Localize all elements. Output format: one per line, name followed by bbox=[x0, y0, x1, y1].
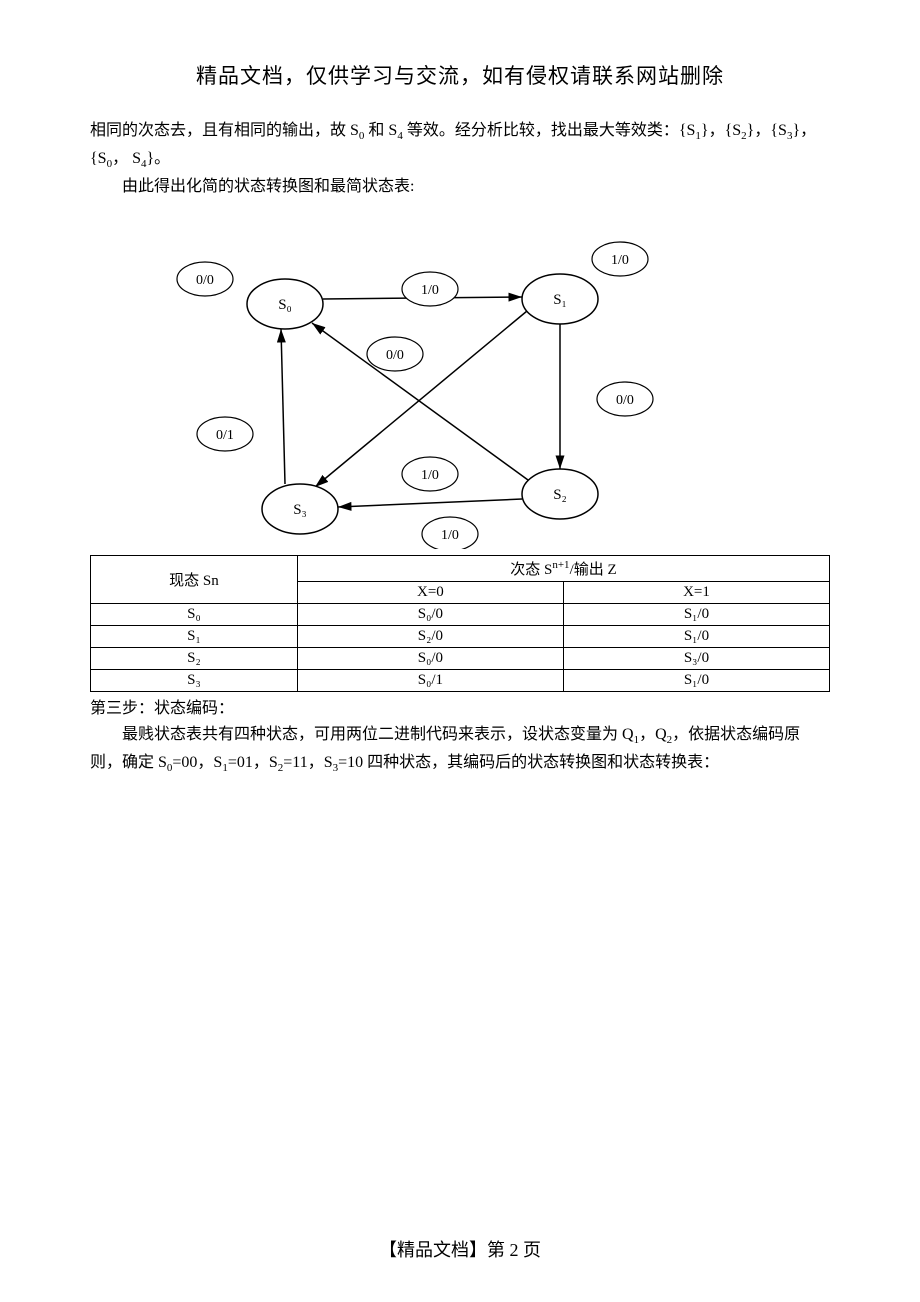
page-footer: 【精品文档】第 2 页 bbox=[0, 1236, 920, 1262]
p1-e: }，{S bbox=[747, 122, 787, 139]
p3-f: =11，S bbox=[283, 754, 332, 771]
svg-text:1/0: 1/0 bbox=[441, 528, 459, 543]
table-cell: S₃ bbox=[91, 670, 298, 692]
table-row: S₀S₀/0S₁/0 bbox=[91, 604, 830, 626]
table-cell: S₁/0 bbox=[563, 670, 829, 692]
svg-text:S₁: S₁ bbox=[553, 292, 567, 308]
svg-text:S₂: S₂ bbox=[553, 487, 567, 503]
table-header-row: 现态 Sn 次态 Sn+1/输出 Z bbox=[91, 556, 830, 582]
p1-b: 和 S bbox=[364, 122, 397, 139]
table-cell: S₀/0 bbox=[297, 648, 563, 670]
table-cell: S₂/0 bbox=[297, 626, 563, 648]
table-row: S₂S₀/0S₃/0 bbox=[91, 648, 830, 670]
p1-a: 相同的次态去，且有相同的输出，故 S bbox=[90, 122, 359, 139]
svg-text:0/1: 0/1 bbox=[216, 428, 234, 443]
p1-h: }。 bbox=[146, 150, 170, 167]
col2h-b: /输出 Z bbox=[570, 562, 617, 578]
page-header: 精品文档，仅供学习与交流，如有侵权请联系网站删除 bbox=[90, 60, 830, 90]
table-cell: S₁ bbox=[91, 626, 298, 648]
svg-text:1/0: 1/0 bbox=[611, 253, 629, 268]
col2-header: 次态 Sn+1/输出 Z bbox=[297, 556, 829, 582]
step3-label: 第三步：状态编码： bbox=[90, 696, 830, 722]
paragraph-3: 最贱状态表共有四种状态，可用两位二进制代码来表示，设状态变量为 Q1，Q2，依据… bbox=[90, 722, 830, 778]
paragraph-1: 相同的次态去，且有相同的输出，故 S0 和 S4 等效。经分析比较，找出最大等效… bbox=[90, 118, 830, 174]
table-cell: S₁/0 bbox=[563, 626, 829, 648]
table-cell: S₀/0 bbox=[297, 604, 563, 626]
table-cell: S₁/0 bbox=[563, 604, 829, 626]
p3-e: =01，S bbox=[228, 754, 278, 771]
sub-x1: X=1 bbox=[563, 582, 829, 604]
svg-text:1/0: 1/0 bbox=[421, 468, 439, 483]
table-cell: S₃/0 bbox=[563, 648, 829, 670]
table-cell: S₀/1 bbox=[297, 670, 563, 692]
state-diagram: S₀ S₁ S₂ S₃ 0/0 1/0 1/0 0/0 0/0 0/1 1/0 1/0 bbox=[90, 199, 830, 549]
table-cell: S₂ bbox=[91, 648, 298, 670]
svg-text:0/0: 0/0 bbox=[386, 348, 404, 363]
table-cell: S₀ bbox=[91, 604, 298, 626]
svg-text:0/0: 0/0 bbox=[196, 273, 214, 288]
svg-text:1/0: 1/0 bbox=[421, 283, 439, 298]
state-table: 现态 Sn 次态 Sn+1/输出 Z X=0 X=1 S₀S₀/0S₁/0S₁S… bbox=[90, 555, 830, 692]
col2h-sup: n+1 bbox=[552, 559, 569, 571]
p1-d: }，{S bbox=[701, 122, 741, 139]
page: 精品文档，仅供学习与交流，如有侵权请联系网站删除 相同的次态去，且有相同的输出，… bbox=[0, 0, 920, 1302]
svg-text:0/0: 0/0 bbox=[616, 393, 634, 408]
p3-g: =10 四种状态，其编码后的状态转换图和状态转换表： bbox=[338, 754, 719, 771]
paragraph-2: 由此得出化简的状态转换图和最简状态表: bbox=[90, 174, 830, 200]
p3-b: ，Q bbox=[639, 726, 667, 743]
table-row: S₁S₂/0S₁/0 bbox=[91, 626, 830, 648]
p3-d: =00，S bbox=[172, 754, 222, 771]
svg-text:S₀: S₀ bbox=[278, 297, 292, 313]
sub-x0: X=0 bbox=[297, 582, 563, 604]
p1-c: 等效。经分析比较，找出最大等效类：{S bbox=[403, 122, 696, 139]
table-row: S₃S₀/1S₁/0 bbox=[91, 670, 830, 692]
col1-header: 现态 Sn bbox=[91, 556, 298, 604]
col2h-a: 次态 S bbox=[510, 562, 552, 578]
p3-a: 最贱状态表共有四种状态，可用两位二进制代码来表示，设状态变量为 Q bbox=[122, 726, 634, 743]
p1-g: ， S bbox=[112, 150, 141, 167]
svg-text:S₃: S₃ bbox=[293, 502, 307, 518]
